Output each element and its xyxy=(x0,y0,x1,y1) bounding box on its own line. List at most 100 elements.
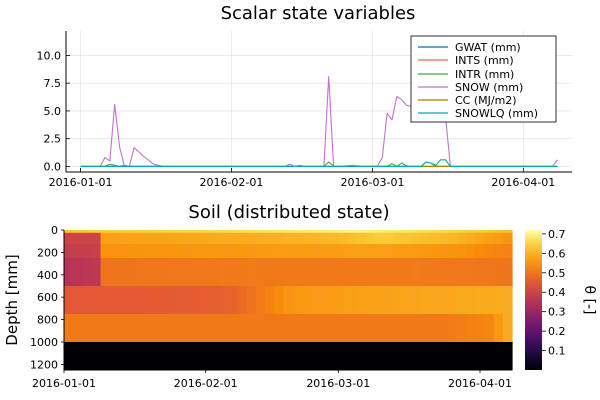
heatmap-cell xyxy=(502,232,513,245)
heatmap-cell xyxy=(164,286,175,315)
heatmap-cell xyxy=(438,230,449,234)
heatmap-cell xyxy=(374,232,385,245)
heatmap-cell xyxy=(237,258,248,287)
heatmap-cell xyxy=(365,230,376,234)
heatmap-cell xyxy=(265,314,275,343)
heatmap-cell xyxy=(466,314,477,343)
heatmap-cell xyxy=(457,232,467,245)
heatmap-cell xyxy=(182,286,193,315)
heatmap-cell xyxy=(493,258,504,287)
heatmap-cell xyxy=(265,230,275,234)
heatmap-cell xyxy=(310,230,321,234)
heatmap-cell xyxy=(356,244,367,259)
heatmap-cell xyxy=(338,314,349,343)
heatmap-cell xyxy=(493,230,504,234)
heatmap-cell xyxy=(91,230,102,234)
heatmap-cell xyxy=(411,342,422,371)
heatmap-cell xyxy=(274,232,285,245)
heatmap-cell xyxy=(82,230,93,234)
heatmap-cell xyxy=(301,244,312,259)
heatmap-cell xyxy=(429,232,440,245)
scalar-y-tick-label: 0.0 xyxy=(44,160,62,173)
heatmap-cell xyxy=(155,244,166,259)
heatmap-cell xyxy=(201,286,211,315)
heatmap-cell xyxy=(265,342,275,371)
heatmap-cell xyxy=(146,244,157,259)
heatmap-cell xyxy=(73,258,83,287)
heatmap-cell xyxy=(301,232,312,245)
heatmap-cell xyxy=(274,286,285,315)
heatmap-cell xyxy=(109,342,120,371)
heatmap-cell xyxy=(420,342,431,371)
heatmap-cell xyxy=(137,230,147,234)
heatmap-cell xyxy=(219,230,230,234)
heatmap-cell xyxy=(283,342,294,371)
heatmap-cell xyxy=(393,244,403,259)
heatmap-cell xyxy=(201,232,211,245)
heatmap-cell xyxy=(310,258,321,287)
heatmap-cell xyxy=(347,342,358,371)
heatmap-cell xyxy=(173,230,184,234)
soil-x-tick-label: 2016-03-01 xyxy=(306,377,370,390)
heatmap-cell xyxy=(128,314,138,343)
heatmap-cell xyxy=(365,232,376,245)
scalar-x-tick-label: 2016-04-01 xyxy=(491,176,555,189)
heatmap-cell xyxy=(420,244,431,259)
heatmap-cell xyxy=(182,314,193,343)
heatmap-cell xyxy=(82,314,93,343)
heatmap-cell xyxy=(192,230,202,234)
heatmap-cell xyxy=(274,342,285,371)
heatmap-cell xyxy=(237,342,248,371)
heatmap-cell xyxy=(219,314,230,343)
heatmap-cell xyxy=(393,230,403,234)
heatmap-cell xyxy=(228,314,239,343)
heatmap-cell xyxy=(246,232,257,245)
heatmap-cell xyxy=(118,286,129,315)
heatmap-cell xyxy=(329,342,339,371)
heatmap-cell xyxy=(393,232,403,245)
heatmap-cell xyxy=(356,314,367,343)
heatmap-cell xyxy=(374,258,385,287)
heatmap-cell xyxy=(274,258,285,287)
heatmap-cell xyxy=(301,230,312,234)
scalar-y-tick-label: 10.0 xyxy=(37,49,62,62)
heatmap-cell xyxy=(329,314,339,343)
colorbar-tick-label: 0.2 xyxy=(548,325,566,338)
heatmap-cell xyxy=(246,314,257,343)
heatmap-cell xyxy=(155,258,166,287)
heatmap-cell xyxy=(164,342,175,371)
heatmap-cell xyxy=(128,244,138,259)
heatmap-cell xyxy=(219,258,230,287)
heatmap-cell xyxy=(137,258,147,287)
heatmap-cell xyxy=(420,286,431,315)
heatmap-cell xyxy=(246,230,257,234)
heatmap-cell xyxy=(448,286,458,315)
heatmap-cell xyxy=(448,244,458,259)
heatmap-cell xyxy=(310,314,321,343)
heatmap-cell xyxy=(356,258,367,287)
heatmap-cell xyxy=(438,232,449,245)
heatmap-cell xyxy=(283,286,294,315)
scalar-chart-title: Scalar state variables xyxy=(221,3,416,24)
heatmap-cell xyxy=(338,286,349,315)
legend-label: INTS (mm) xyxy=(455,54,514,67)
heatmap-cell xyxy=(100,258,111,287)
heatmap-cell xyxy=(384,230,394,234)
heatmap-cell xyxy=(173,314,184,343)
heatmap-cell xyxy=(338,230,349,234)
soil-y-tick-label: 400 xyxy=(37,269,58,282)
heatmap-cell xyxy=(448,258,458,287)
soil-chart-title: Soil (distributed state) xyxy=(188,202,389,223)
heatmap-cell xyxy=(182,232,193,245)
heatmap-cell xyxy=(201,258,211,287)
heatmap-cell xyxy=(100,286,111,315)
heatmap-cell xyxy=(329,232,339,245)
heatmap-cell xyxy=(73,230,83,234)
heatmap-cell xyxy=(347,258,358,287)
heatmap-cell xyxy=(64,230,74,234)
scalar-y-tick-label: 2.5 xyxy=(44,133,62,146)
soil-chart-y-label: Depth [mm] xyxy=(3,254,21,345)
legend-item: GWAT (mm) xyxy=(418,41,521,54)
heatmap-cell xyxy=(347,286,358,315)
heatmap-cell xyxy=(283,230,294,234)
